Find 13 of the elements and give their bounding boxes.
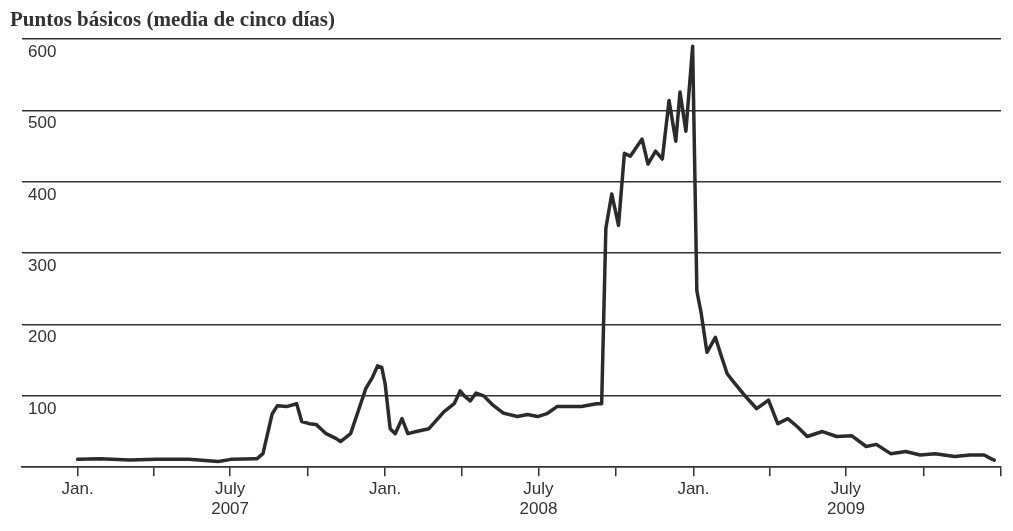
x-tick-label: July 2008 — [519, 479, 558, 519]
y-tick-label: 300 — [28, 255, 57, 275]
x-tick-label: July 2009 — [827, 479, 865, 519]
y-tick-label: 500 — [28, 113, 57, 133]
y-tick-label: 100 — [28, 398, 57, 418]
x-tick-label: Jan. — [61, 479, 94, 499]
x-tick-label: July 2007 — [211, 479, 250, 519]
y-tick-label: 600 — [28, 41, 57, 61]
y-tick-label: 400 — [28, 184, 57, 204]
y-tick-label: 200 — [28, 327, 57, 347]
chart-title: Puntos básicos (media de cinco días) — [10, 7, 335, 32]
x-tick-label: Jan. — [677, 479, 710, 499]
x-tick-label: Jan. — [369, 479, 402, 499]
